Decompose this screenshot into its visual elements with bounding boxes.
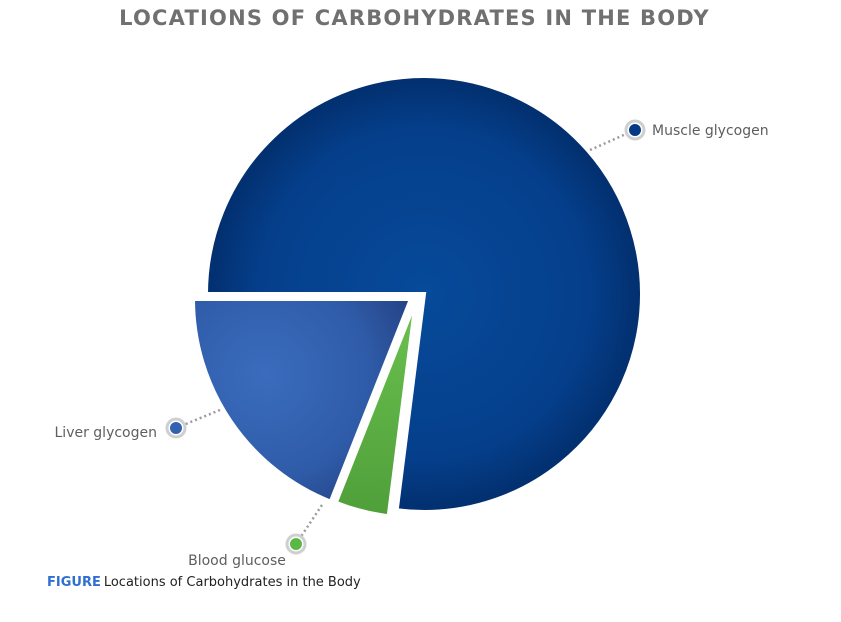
caption-text: Locations of Carbohydrates in the Body (103, 575, 361, 590)
slice-muscle-glycogen (203, 74, 644, 514)
label-muscle-glycogen: Muscle glycogen (652, 123, 769, 139)
slice-liver-glycogen (190, 297, 414, 505)
label-marker-dot (170, 422, 182, 434)
chart-title: LOCATIONS OF CARBOHYDRATES IN THE BODY (119, 6, 710, 30)
label-marker-dot (290, 538, 302, 550)
label-liver-glycogen: Liver glycogen (55, 425, 158, 441)
figure-caption: FIGURE Locations of Carbohydrates in the … (47, 575, 361, 590)
label-blood-glucose: Blood glucose (188, 553, 286, 569)
label-marker-dot (629, 124, 641, 136)
caption-tag: FIGURE (47, 575, 101, 590)
slice-blood-glucose (333, 299, 418, 519)
